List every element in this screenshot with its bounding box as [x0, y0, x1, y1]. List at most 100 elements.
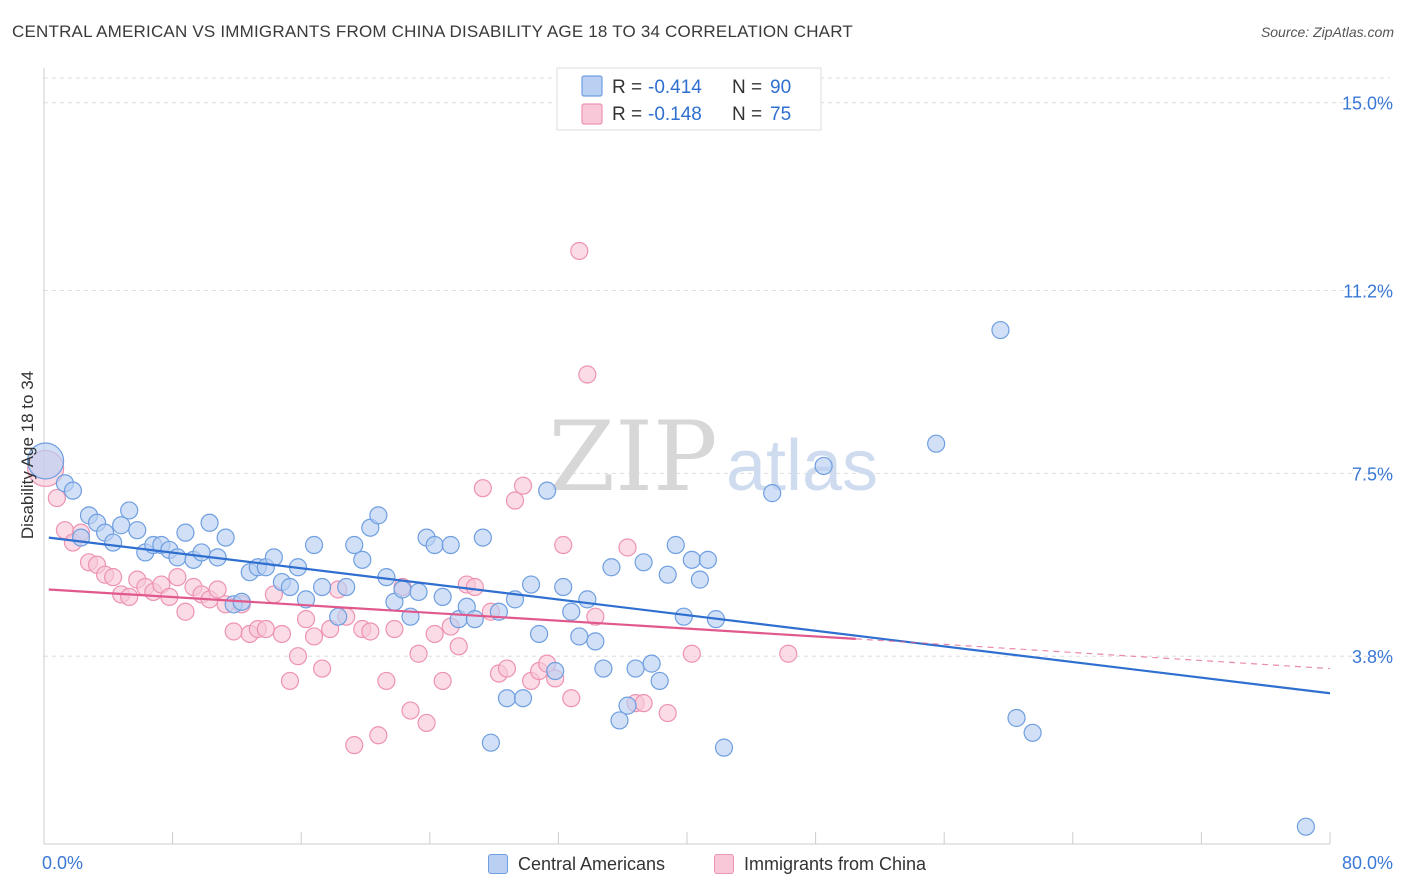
data-point	[63, 481, 83, 500]
data-point	[570, 627, 589, 646]
data-point	[578, 590, 597, 609]
legend-central-americans[interactable]: Central Americans	[488, 852, 665, 876]
legend-swatch-central-americans	[581, 75, 603, 97]
data-point	[168, 568, 187, 587]
data-point	[1296, 817, 1315, 836]
data-point	[570, 241, 589, 261]
data-point	[27, 442, 65, 480]
source-label: Source: ZipAtlas.com	[1260, 24, 1394, 40]
data-point	[393, 580, 412, 599]
data-point	[192, 543, 211, 562]
watermark-zip: ZIP	[548, 401, 717, 513]
series-central-americans	[27, 320, 1315, 836]
data-point	[658, 565, 677, 584]
data-point	[200, 513, 219, 532]
data-point	[128, 521, 147, 540]
data-point	[280, 577, 300, 597]
data-point	[674, 607, 693, 626]
data-point	[409, 582, 428, 602]
data-point	[546, 661, 565, 681]
data-point	[433, 671, 452, 691]
legend-n-value-1: 90	[770, 77, 791, 98]
trend-line-china-extrapolated	[855, 638, 1331, 670]
data-point	[216, 528, 235, 547]
y-tick-label: 11.2%	[1343, 282, 1393, 302]
data-point	[465, 610, 484, 629]
data-point	[176, 523, 195, 542]
legend-swatch	[488, 854, 508, 874]
legend-swatch	[714, 854, 734, 874]
data-point	[554, 535, 573, 555]
chart-title: CENTRAL AMERICAN VS IMMIGRANTS FROM CHIN…	[12, 22, 853, 41]
stats-legend: R = -0.414 N = 90 R = -0.148 N = 75	[556, 67, 822, 131]
watermark: ZIP atlas	[548, 401, 878, 513]
legend-label: Central Americans	[518, 853, 666, 874]
data-point	[682, 550, 701, 569]
data-point	[586, 632, 605, 651]
data-point	[104, 568, 123, 587]
data-point	[618, 538, 637, 557]
data-point	[714, 738, 734, 757]
data-point	[594, 659, 613, 678]
data-point	[1023, 723, 1042, 742]
data-point	[682, 644, 701, 663]
trend-lines	[48, 536, 1331, 695]
y-axis-label: Disability Age 18 to 34	[18, 371, 37, 539]
data-point	[104, 533, 123, 552]
data-point	[634, 694, 653, 713]
data-point	[112, 516, 131, 535]
data-point	[304, 627, 324, 646]
data-point	[312, 577, 332, 597]
data-point	[465, 577, 484, 597]
data-point	[417, 713, 436, 733]
data-point	[280, 671, 300, 691]
data-point	[47, 488, 66, 508]
legend-immigrants-from-china[interactable]: Immigrants from China	[714, 852, 926, 876]
watermark-atlas: atlas	[726, 426, 878, 506]
legend-label: Immigrants from China	[744, 853, 927, 874]
data-point	[586, 607, 605, 626]
data-point	[618, 696, 637, 715]
data-point	[353, 550, 372, 569]
data-points	[27, 241, 1315, 836]
data-point	[1007, 708, 1026, 728]
data-point	[481, 733, 500, 752]
data-point	[666, 535, 685, 555]
data-point	[610, 711, 629, 730]
y-tick-label: 3.8%	[1352, 647, 1393, 667]
data-point	[497, 689, 517, 708]
data-point	[602, 558, 621, 577]
y-tick-label: 7.5%	[1352, 464, 1393, 484]
data-point	[208, 580, 227, 599]
data-point	[562, 689, 581, 708]
legend-swatch-china	[581, 103, 603, 125]
data-point	[626, 659, 645, 678]
data-point	[578, 365, 597, 384]
data-point	[296, 590, 316, 609]
data-point	[650, 671, 669, 691]
data-point	[521, 575, 541, 594]
data-point	[385, 619, 404, 639]
trend-line-china	[48, 588, 856, 641]
data-point	[554, 577, 573, 597]
data-point	[296, 610, 316, 629]
tick-labels: 3.8% 7.5% 11.2% 15.0% 0.0% 80.0%	[42, 94, 1393, 873]
data-point	[256, 619, 275, 639]
data-point	[224, 622, 243, 641]
data-point	[634, 553, 653, 572]
x-tick-label-min: 0.0%	[42, 853, 83, 873]
data-point	[377, 671, 396, 691]
data-point	[538, 481, 557, 500]
data-point	[304, 535, 324, 555]
data-point	[441, 535, 460, 555]
legend-r-label-2: R =	[612, 104, 642, 125]
data-point	[369, 506, 388, 525]
data-point	[272, 624, 292, 644]
data-point	[71, 528, 91, 547]
data-point	[779, 644, 798, 663]
legend-r-value-1: -0.414	[648, 77, 702, 98]
y-tick-label: 15.0%	[1342, 94, 1393, 114]
data-point	[401, 701, 420, 720]
data-point	[345, 535, 364, 555]
